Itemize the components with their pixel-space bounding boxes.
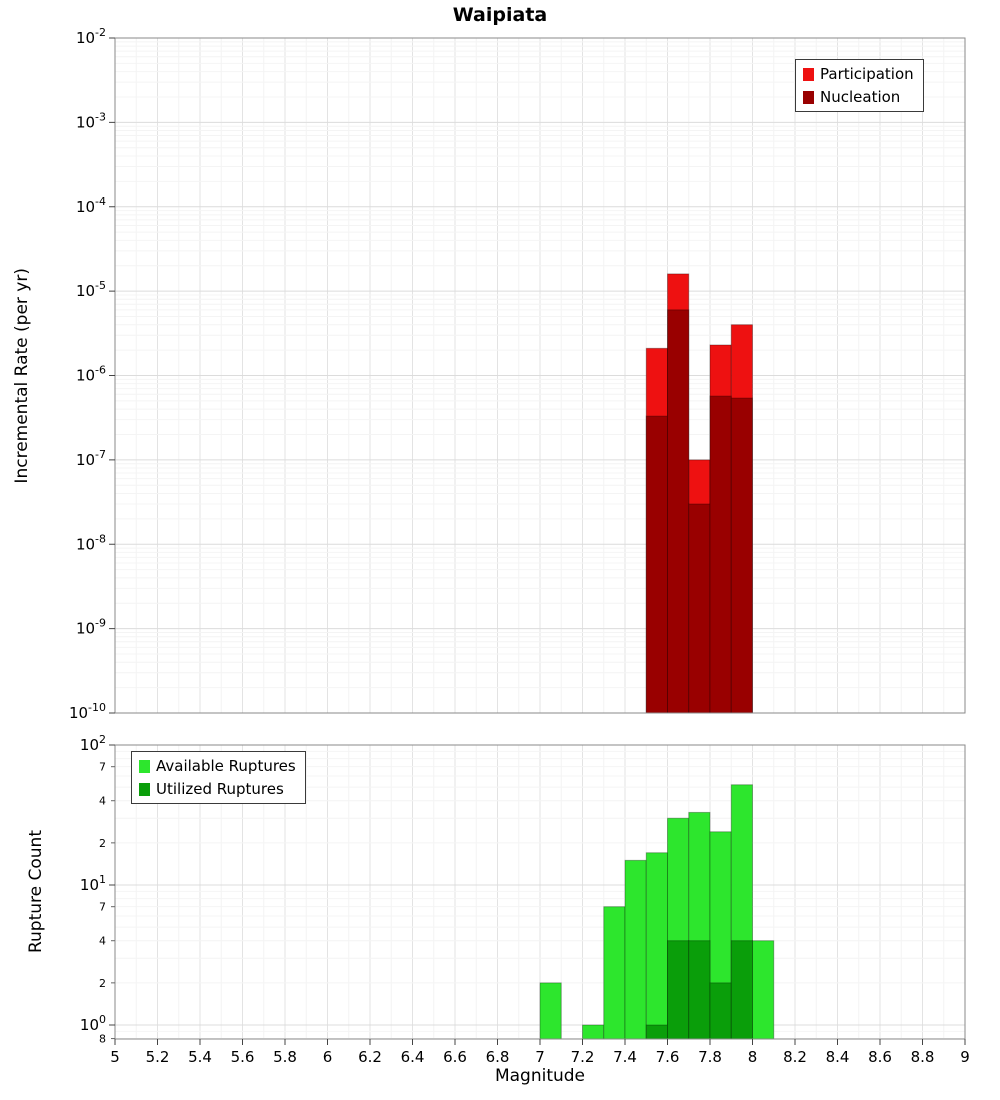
legend-label-nucleation: Nucleation bbox=[820, 88, 901, 106]
x-tick-label: 7.2 bbox=[571, 1048, 595, 1066]
x-tick-label: 5 bbox=[110, 1048, 120, 1066]
x-tick-label: 9 bbox=[960, 1048, 970, 1066]
legend-label-participation: Participation bbox=[820, 65, 914, 83]
x-tick-label: 5.2 bbox=[146, 1048, 170, 1066]
bar bbox=[752, 940, 775, 1040]
y-tick-labels: 10-2 10-3 10-4 10-5 10-6 10-7 10-8 10-9 10-10 bbox=[69, 26, 115, 722]
bar bbox=[582, 1024, 605, 1040]
legend-item-available: Available Ruptures bbox=[139, 757, 296, 775]
bar bbox=[730, 397, 753, 714]
x-tick-label: 6 bbox=[323, 1048, 333, 1066]
x-tick-label: 5.8 bbox=[273, 1048, 297, 1066]
rate-y-axis-label: Incremental Rate (per yr) bbox=[12, 267, 32, 484]
y-minor-tick-label: 7 bbox=[99, 901, 106, 914]
bars-nucleation bbox=[645, 309, 753, 714]
x-tick-label: 8.4 bbox=[826, 1048, 850, 1066]
participation-swatch-icon bbox=[803, 67, 814, 81]
x-tick-label: 5.4 bbox=[188, 1048, 212, 1066]
y-minor-tick-label: 2 bbox=[99, 837, 106, 850]
legend-label-available: Available Ruptures bbox=[156, 757, 296, 775]
nucleation-swatch-icon bbox=[803, 90, 814, 104]
x-tick-label: 8 bbox=[748, 1048, 758, 1066]
y-tick-label: 10-7 bbox=[76, 448, 106, 469]
legend-count: Available Ruptures Utilized Ruptures bbox=[131, 751, 306, 804]
x-tick-label: 6.8 bbox=[486, 1048, 510, 1066]
available-ruptures-swatch-icon bbox=[139, 759, 150, 773]
y-tick-label: 101 bbox=[80, 873, 106, 894]
chart-title: Waipiata bbox=[452, 4, 548, 26]
x-tick-label: 7 bbox=[535, 1048, 545, 1066]
bar bbox=[667, 940, 690, 1040]
legend-item-nucleation: Nucleation bbox=[803, 88, 914, 106]
y-tick-label: 10-6 bbox=[76, 364, 106, 385]
x-tick-label: 7.6 bbox=[656, 1048, 680, 1066]
y-minor-tick-label: 2 bbox=[99, 977, 106, 990]
x-tick-label: 5.6 bbox=[231, 1048, 255, 1066]
legend-item-participation: Participation bbox=[803, 65, 914, 83]
bar bbox=[709, 395, 732, 714]
count-y-axis-label-wrap: Rupture Count bbox=[22, 745, 50, 1039]
plot-rate: 10-2 10-3 10-4 10-5 10-6 10-7 10-8 10-9 10-10 bbox=[69, 26, 966, 722]
bar bbox=[688, 503, 711, 714]
bar bbox=[645, 1024, 668, 1040]
bar bbox=[709, 982, 732, 1040]
y-tick-label: 100 bbox=[80, 1013, 106, 1034]
x-tick-label: 7.4 bbox=[613, 1048, 637, 1066]
y-tick-label: 10-4 bbox=[76, 195, 106, 216]
legend-rate: Participation Nucleation bbox=[795, 59, 924, 112]
x-axis-label: Magnitude bbox=[494, 1066, 586, 1086]
legend-item-utilized: Utilized Ruptures bbox=[139, 780, 296, 798]
x-tick-label: 6.6 bbox=[443, 1048, 467, 1066]
y-minor-tick-label: 7 bbox=[99, 761, 106, 774]
x-tick-labels: 5 5.2 5.4 5.6 5.8 6 6.2 6.4 6.6 6.8 7 7.2 7.4 7.6 7.8 8… bbox=[110, 1039, 970, 1066]
y-tick-label: 10-2 bbox=[76, 26, 106, 47]
y-minor-tick-label: 4 bbox=[99, 935, 106, 948]
x-tick-label: 8.6 bbox=[868, 1048, 892, 1066]
bar bbox=[688, 940, 711, 1040]
bar bbox=[730, 940, 753, 1040]
y-tick-label: 10-3 bbox=[76, 110, 106, 131]
y-tick-labels: 102 101 100 bbox=[80, 733, 115, 1034]
x-tick-label: 8.2 bbox=[783, 1048, 807, 1066]
bar bbox=[645, 852, 668, 1040]
utilized-ruptures-swatch-icon bbox=[139, 782, 150, 796]
bar bbox=[624, 859, 647, 1040]
bar bbox=[645, 415, 668, 714]
x-tick-label: 7.8 bbox=[698, 1048, 722, 1066]
y-minor-tick-labels: 7 4 2 7 4 2 8 bbox=[99, 761, 115, 1046]
bar bbox=[667, 309, 690, 714]
horizontal-gridlines bbox=[115, 41, 965, 689]
bar bbox=[539, 982, 562, 1040]
x-tick-label: 6.4 bbox=[401, 1048, 425, 1066]
y-minor-tick-label: 4 bbox=[99, 795, 106, 808]
y-tick-label: 10-9 bbox=[76, 617, 106, 638]
x-tick-label: 6.2 bbox=[358, 1048, 382, 1066]
bar bbox=[603, 906, 626, 1040]
y-tick-label: 10-10 bbox=[69, 701, 106, 722]
y-tick-label: 10-5 bbox=[76, 279, 106, 300]
x-tick-label: 8.8 bbox=[911, 1048, 935, 1066]
legend-label-utilized: Utilized Ruptures bbox=[156, 780, 284, 798]
y-tick-label: 102 bbox=[80, 733, 106, 754]
y-minor-tick-label: 8 bbox=[99, 1033, 106, 1046]
y-tick-label: 10-8 bbox=[76, 532, 106, 553]
rate-y-axis-label-wrap: Incremental Rate (per yr) bbox=[8, 38, 36, 713]
count-y-axis-label: Rupture Count bbox=[26, 830, 46, 954]
